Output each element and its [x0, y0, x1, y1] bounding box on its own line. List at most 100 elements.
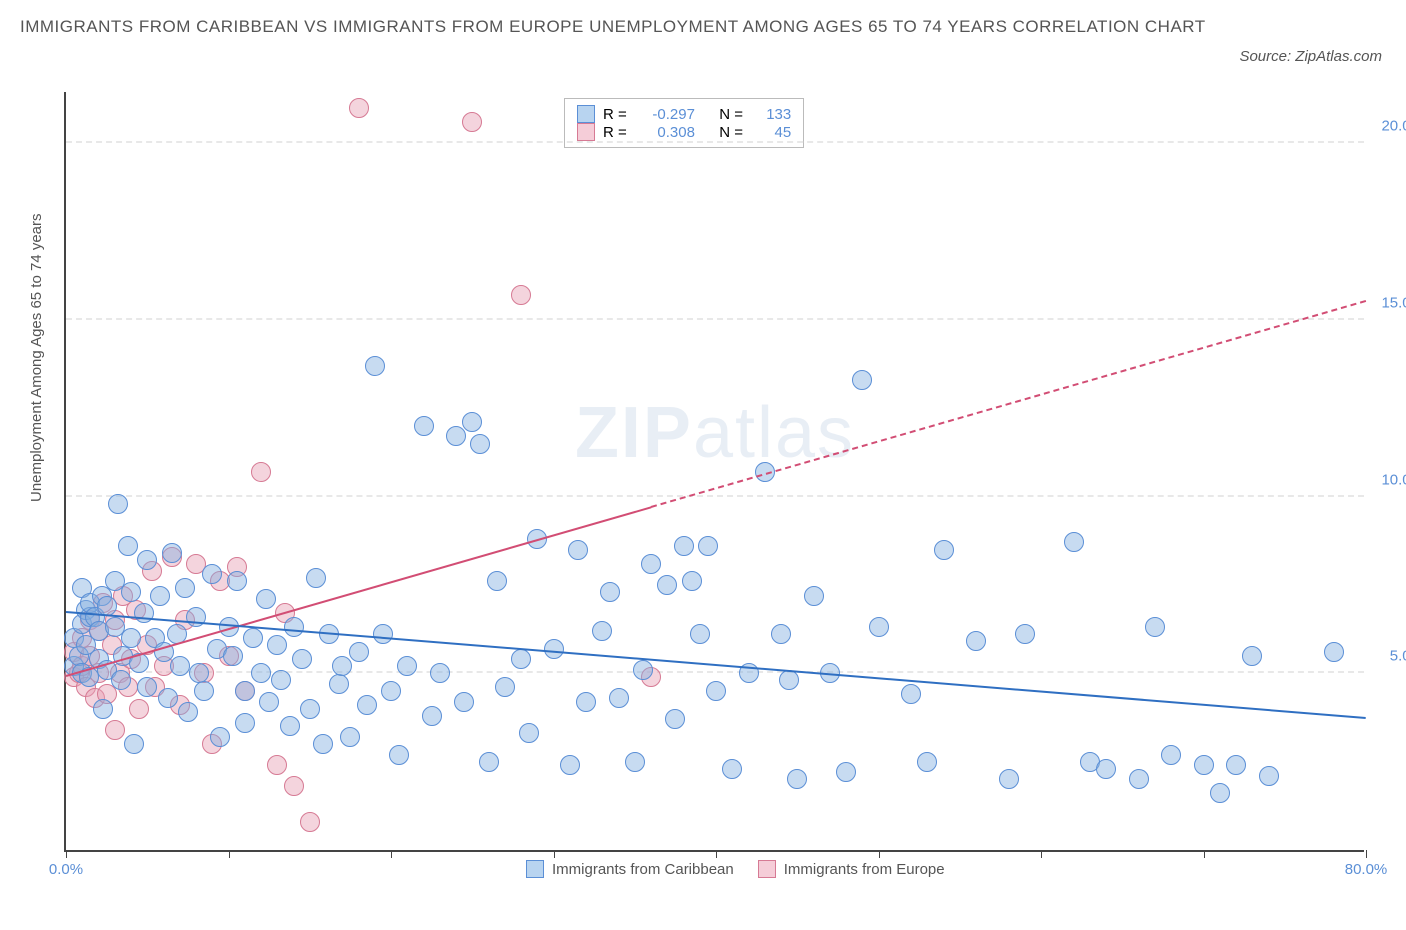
data-point-caribbean — [137, 677, 157, 697]
data-point-caribbean — [1194, 755, 1214, 775]
data-point-caribbean — [158, 688, 178, 708]
data-point-caribbean — [934, 540, 954, 560]
data-point-caribbean — [124, 734, 144, 754]
r-label: R = — [603, 106, 631, 123]
x-tick — [879, 850, 880, 858]
watermark: ZIPatlas — [575, 392, 855, 474]
x-tick — [1204, 850, 1205, 858]
x-tick-label: 0.0% — [49, 861, 83, 878]
data-point-caribbean — [519, 723, 539, 743]
n-label: N = — [719, 124, 747, 141]
x-tick — [554, 850, 555, 858]
data-point-caribbean — [966, 631, 986, 651]
data-point-caribbean — [869, 617, 889, 637]
r-value-caribbean: -0.297 — [639, 106, 695, 123]
n-label: N = — [719, 106, 747, 123]
data-point-caribbean — [446, 426, 466, 446]
data-point-caribbean — [706, 681, 726, 701]
data-point-caribbean — [414, 416, 434, 436]
data-point-caribbean — [1145, 617, 1165, 637]
data-point-caribbean — [568, 540, 588, 560]
data-point-caribbean — [340, 727, 360, 747]
data-point-caribbean — [300, 699, 320, 719]
data-point-caribbean — [1226, 755, 1246, 775]
data-point-caribbean — [1324, 642, 1344, 662]
data-point-caribbean — [576, 692, 596, 712]
data-point-caribbean — [430, 663, 450, 683]
data-point-caribbean — [108, 494, 128, 514]
data-point-caribbean — [292, 649, 312, 669]
data-point-caribbean — [150, 586, 170, 606]
data-point-caribbean — [162, 543, 182, 563]
data-point-caribbean — [917, 752, 937, 772]
data-point-caribbean — [1242, 646, 1262, 666]
data-point-caribbean — [1096, 759, 1116, 779]
data-point-caribbean — [852, 370, 872, 390]
data-point-caribbean — [779, 670, 799, 690]
data-point-caribbean — [836, 762, 856, 782]
data-point-caribbean — [111, 670, 131, 690]
trend-line — [651, 300, 1367, 508]
data-point-caribbean — [999, 769, 1019, 789]
data-point-europe — [300, 812, 320, 832]
data-point-caribbean — [633, 660, 653, 680]
x-tick — [391, 850, 392, 858]
data-point-caribbean — [1259, 766, 1279, 786]
legend-item-europe: Immigrants from Europe — [758, 860, 945, 878]
watermark-bold: ZIP — [575, 393, 693, 473]
data-point-europe — [349, 98, 369, 118]
data-point-caribbean — [235, 681, 255, 701]
data-point-caribbean — [121, 628, 141, 648]
data-point-caribbean — [771, 624, 791, 644]
data-point-caribbean — [804, 586, 824, 606]
data-point-europe — [462, 112, 482, 132]
data-point-caribbean — [223, 646, 243, 666]
data-point-europe — [251, 462, 271, 482]
data-point-caribbean — [422, 706, 442, 726]
r-label: R = — [603, 124, 631, 141]
data-point-caribbean — [511, 649, 531, 669]
data-point-caribbean — [625, 752, 645, 772]
x-tick-label: 80.0% — [1345, 861, 1388, 878]
europe-swatch-icon — [577, 123, 595, 141]
data-point-caribbean — [381, 681, 401, 701]
data-point-caribbean — [609, 688, 629, 708]
data-point-caribbean — [560, 755, 580, 775]
legend-label-europe: Immigrants from Europe — [784, 861, 945, 878]
x-tick — [66, 850, 67, 858]
data-point-europe — [511, 285, 531, 305]
data-point-caribbean — [251, 663, 271, 683]
data-point-caribbean — [267, 635, 287, 655]
data-point-caribbean — [487, 571, 507, 591]
gridline — [66, 141, 1364, 143]
data-point-europe — [105, 720, 125, 740]
data-point-caribbean — [544, 639, 564, 659]
data-point-caribbean — [284, 617, 304, 637]
caribbean-swatch-icon — [526, 860, 544, 878]
data-point-caribbean — [329, 674, 349, 694]
y-tick-label: 20.0% — [1381, 118, 1406, 135]
gridline — [66, 318, 1364, 320]
data-point-caribbean — [202, 564, 222, 584]
data-point-europe — [284, 776, 304, 796]
data-point-caribbean — [641, 554, 661, 574]
gridline — [66, 495, 1364, 497]
data-point-caribbean — [1064, 532, 1084, 552]
data-point-caribbean — [682, 571, 702, 591]
data-point-caribbean — [332, 656, 352, 676]
data-point-caribbean — [313, 734, 333, 754]
data-point-caribbean — [210, 727, 230, 747]
data-point-caribbean — [121, 582, 141, 602]
data-point-caribbean — [1161, 745, 1181, 765]
data-point-caribbean — [194, 681, 214, 701]
data-point-caribbean — [373, 624, 393, 644]
data-point-caribbean — [657, 575, 677, 595]
data-point-caribbean — [592, 621, 612, 641]
data-point-caribbean — [397, 656, 417, 676]
data-point-caribbean — [495, 677, 515, 697]
data-point-caribbean — [690, 624, 710, 644]
data-point-caribbean — [901, 684, 921, 704]
caribbean-swatch-icon — [577, 105, 595, 123]
data-point-caribbean — [306, 568, 326, 588]
x-tick — [1041, 850, 1042, 858]
